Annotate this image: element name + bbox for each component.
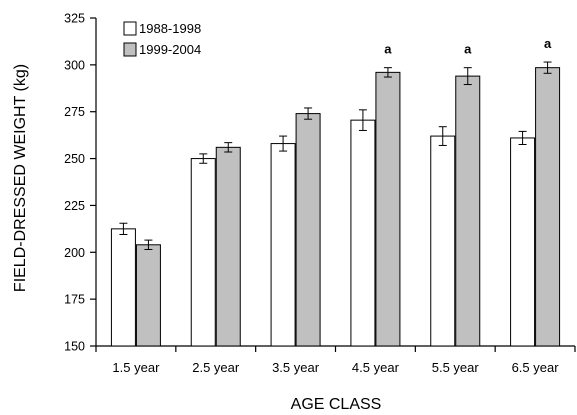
bar-series-2 <box>295 113 321 347</box>
x-tick-label: 5.5 year <box>432 360 480 375</box>
significance-label: a <box>464 42 472 57</box>
y-tick-label: 275 <box>64 105 85 119</box>
y-tick-label: 175 <box>64 293 85 307</box>
legend-swatch <box>123 21 137 36</box>
x-tick-label: 4.5 year <box>352 360 400 375</box>
bar-series-2 <box>455 75 481 347</box>
y-tick-label: 250 <box>64 152 85 166</box>
bar-series-1 <box>350 119 376 347</box>
x-tick-label: 2.5 year <box>192 360 240 375</box>
y-tick-label: 325 <box>64 12 85 26</box>
bar-series-2 <box>215 146 241 347</box>
y-tick-label: 200 <box>64 246 85 260</box>
bar-series-2 <box>375 71 401 347</box>
bar-series-2 <box>135 244 161 347</box>
legend-label: 1999-2004 <box>139 42 201 57</box>
bar-series-1 <box>270 143 296 347</box>
bar-series-1 <box>510 137 536 347</box>
legend-swatch <box>123 42 137 57</box>
y-tick-label: 300 <box>64 58 85 72</box>
y-axis-title: FIELD-DRESSED WEIGHT (kg) <box>12 64 29 292</box>
chart-legend: 1988-1998 1999-2004 <box>123 21 201 57</box>
bar-series-1 <box>110 228 136 347</box>
x-tick-label: 6.5 year <box>512 360 560 375</box>
bar-series-1 <box>190 158 216 347</box>
x-tick-label: 1.5 year <box>112 360 160 375</box>
significance-label: a <box>384 42 392 57</box>
chart-axes: 150 175 200 225 250 275 300 325 1.5 year 2.5 year… <box>64 12 576 375</box>
x-tick-label: 3.5 year <box>272 360 320 375</box>
bar-series-1 <box>430 135 456 347</box>
legend-label: 1988-1998 <box>139 21 201 36</box>
x-axis-title: AGE CLASS <box>291 396 382 413</box>
y-tick-label: 225 <box>64 199 85 213</box>
y-tick-label: 150 <box>64 340 85 354</box>
significance-label: a <box>544 36 552 51</box>
bar-series-2 <box>535 67 561 347</box>
